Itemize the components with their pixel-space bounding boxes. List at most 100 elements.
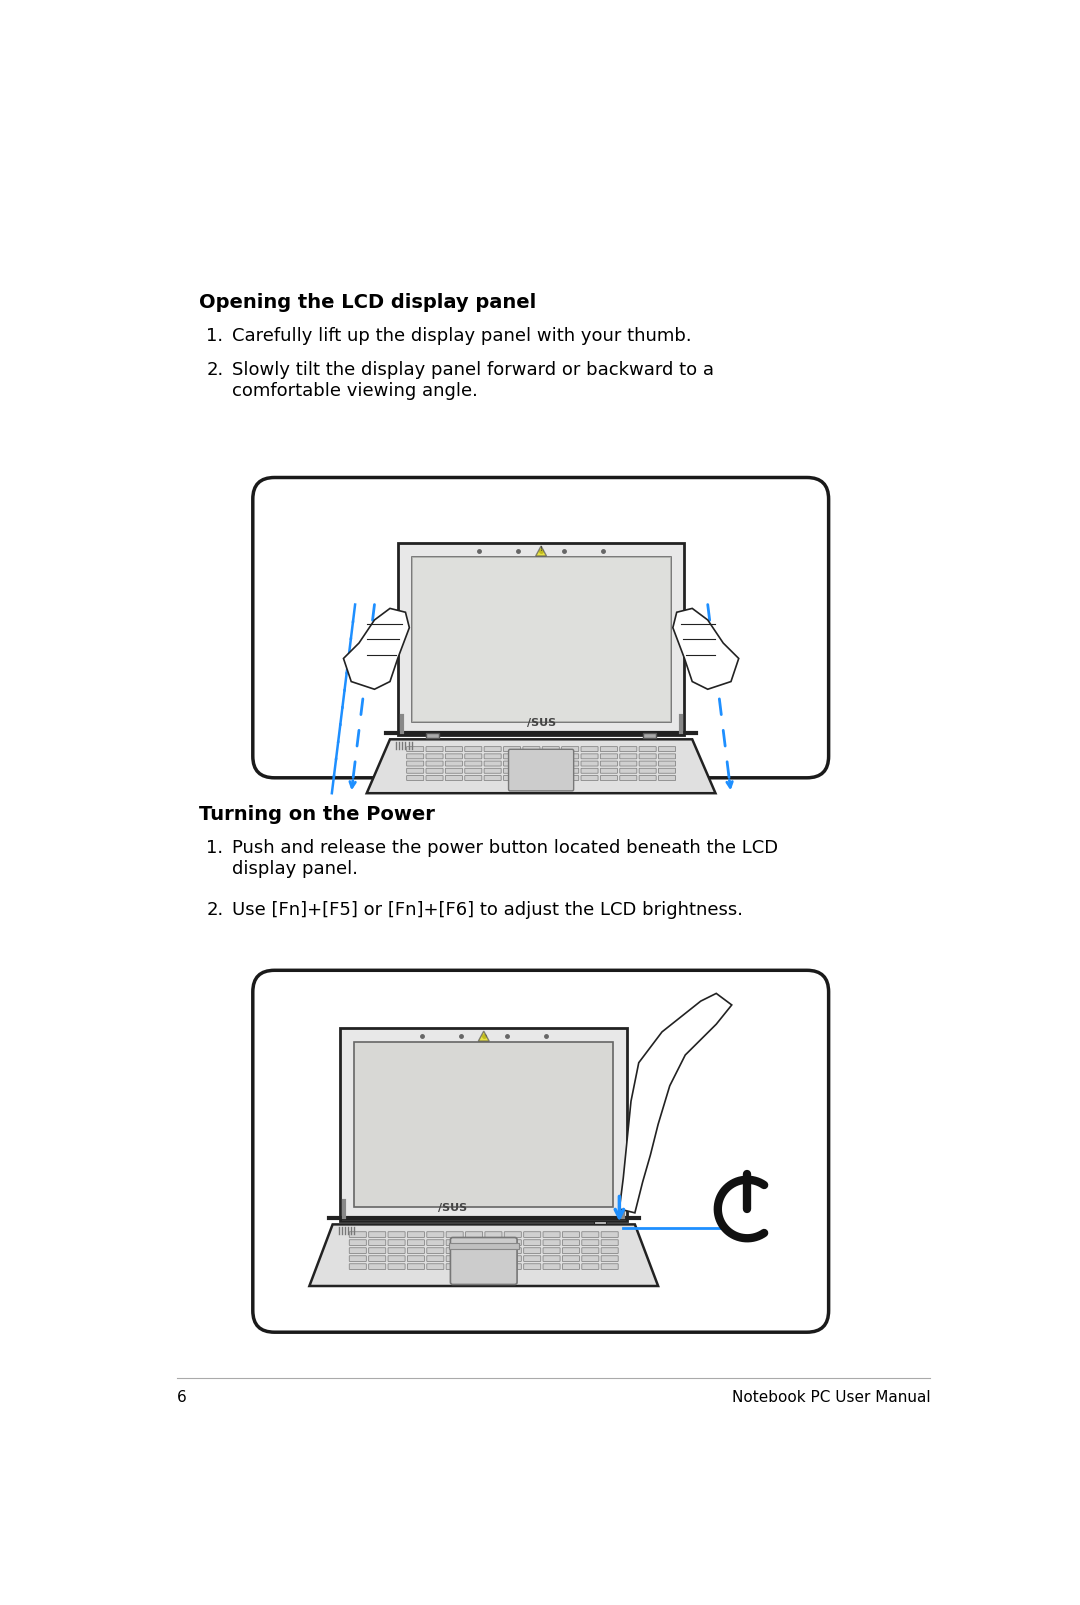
FancyBboxPatch shape <box>563 1239 580 1245</box>
Bar <box>411 557 671 722</box>
FancyBboxPatch shape <box>659 775 676 780</box>
FancyBboxPatch shape <box>427 1255 444 1262</box>
FancyBboxPatch shape <box>465 1255 483 1262</box>
FancyBboxPatch shape <box>445 775 462 780</box>
FancyBboxPatch shape <box>620 754 637 759</box>
Text: Slowly tilt the display panel forward or backward to a
comfortable viewing angle: Slowly tilt the display panel forward or… <box>232 361 714 400</box>
FancyBboxPatch shape <box>602 1239 618 1245</box>
Text: !: ! <box>540 546 542 552</box>
FancyBboxPatch shape <box>563 1231 580 1237</box>
Polygon shape <box>367 740 715 793</box>
FancyBboxPatch shape <box>524 1231 541 1237</box>
FancyBboxPatch shape <box>464 775 482 780</box>
FancyBboxPatch shape <box>407 1255 424 1262</box>
FancyBboxPatch shape <box>600 769 618 774</box>
Polygon shape <box>478 1030 489 1042</box>
FancyBboxPatch shape <box>503 746 521 751</box>
FancyBboxPatch shape <box>485 1255 502 1262</box>
FancyBboxPatch shape <box>620 746 637 751</box>
Text: /SUS: /SUS <box>438 1202 468 1213</box>
FancyBboxPatch shape <box>659 746 676 751</box>
Bar <box>427 733 438 738</box>
FancyBboxPatch shape <box>602 1255 618 1262</box>
Text: 2.: 2. <box>206 900 224 920</box>
FancyBboxPatch shape <box>465 1263 483 1270</box>
FancyBboxPatch shape <box>581 769 598 774</box>
Text: /SUS: /SUS <box>527 717 556 727</box>
FancyBboxPatch shape <box>524 1239 541 1245</box>
FancyBboxPatch shape <box>582 1247 598 1254</box>
Bar <box>411 557 671 722</box>
FancyBboxPatch shape <box>504 1239 522 1245</box>
FancyBboxPatch shape <box>388 1231 405 1237</box>
FancyBboxPatch shape <box>464 769 482 774</box>
FancyBboxPatch shape <box>445 761 462 766</box>
FancyBboxPatch shape <box>582 1239 598 1245</box>
Bar <box>644 733 656 738</box>
FancyBboxPatch shape <box>542 746 559 751</box>
FancyBboxPatch shape <box>450 1237 517 1284</box>
FancyBboxPatch shape <box>485 1239 502 1245</box>
FancyBboxPatch shape <box>484 775 501 780</box>
Text: Use [Fn]+[F5] or [Fn]+[F6] to adjust the LCD brightness.: Use [Fn]+[F5] or [Fn]+[F6] to adjust the… <box>232 900 743 920</box>
FancyBboxPatch shape <box>368 1247 386 1254</box>
FancyBboxPatch shape <box>639 769 657 774</box>
FancyBboxPatch shape <box>253 478 828 778</box>
FancyBboxPatch shape <box>465 1239 483 1245</box>
Bar <box>354 1042 613 1207</box>
Text: Turning on the Power: Turning on the Power <box>199 804 434 823</box>
FancyBboxPatch shape <box>659 769 676 774</box>
FancyBboxPatch shape <box>464 761 482 766</box>
FancyBboxPatch shape <box>524 1263 541 1270</box>
FancyBboxPatch shape <box>562 761 579 766</box>
FancyBboxPatch shape <box>542 775 559 780</box>
FancyBboxPatch shape <box>484 769 501 774</box>
FancyBboxPatch shape <box>523 769 540 774</box>
FancyBboxPatch shape <box>503 761 521 766</box>
FancyBboxPatch shape <box>349 1247 366 1254</box>
Text: Notebook PC User Manual: Notebook PC User Manual <box>731 1390 930 1404</box>
Text: 6: 6 <box>177 1390 187 1404</box>
Text: Push and release the power button located beneath the LCD
display panel.: Push and release the power button locate… <box>232 839 778 878</box>
FancyBboxPatch shape <box>407 1239 424 1245</box>
FancyBboxPatch shape <box>485 1231 502 1237</box>
FancyBboxPatch shape <box>503 754 521 759</box>
FancyBboxPatch shape <box>600 761 618 766</box>
FancyBboxPatch shape <box>426 754 443 759</box>
FancyBboxPatch shape <box>582 1231 598 1237</box>
FancyBboxPatch shape <box>427 1239 444 1245</box>
FancyBboxPatch shape <box>465 1231 483 1237</box>
FancyBboxPatch shape <box>524 1247 541 1254</box>
FancyBboxPatch shape <box>446 1239 463 1245</box>
FancyBboxPatch shape <box>349 1239 366 1245</box>
FancyBboxPatch shape <box>602 1247 618 1254</box>
FancyBboxPatch shape <box>542 761 559 766</box>
Polygon shape <box>309 1225 658 1286</box>
FancyBboxPatch shape <box>253 971 828 1332</box>
FancyBboxPatch shape <box>426 775 443 780</box>
FancyBboxPatch shape <box>639 761 657 766</box>
FancyBboxPatch shape <box>427 1231 444 1237</box>
FancyBboxPatch shape <box>446 1231 463 1237</box>
FancyBboxPatch shape <box>600 754 618 759</box>
FancyBboxPatch shape <box>543 1239 561 1245</box>
FancyBboxPatch shape <box>523 746 540 751</box>
FancyBboxPatch shape <box>620 775 637 780</box>
Polygon shape <box>340 1029 627 1220</box>
FancyBboxPatch shape <box>581 754 598 759</box>
FancyBboxPatch shape <box>445 754 462 759</box>
FancyBboxPatch shape <box>639 746 657 751</box>
FancyBboxPatch shape <box>407 761 423 766</box>
FancyBboxPatch shape <box>602 1231 618 1237</box>
FancyBboxPatch shape <box>485 1247 502 1254</box>
FancyBboxPatch shape <box>582 1263 598 1270</box>
FancyBboxPatch shape <box>562 754 579 759</box>
FancyBboxPatch shape <box>407 1231 424 1237</box>
FancyBboxPatch shape <box>543 1255 561 1262</box>
FancyBboxPatch shape <box>349 1263 366 1270</box>
FancyBboxPatch shape <box>562 775 579 780</box>
FancyBboxPatch shape <box>581 775 598 780</box>
FancyBboxPatch shape <box>407 746 423 751</box>
FancyBboxPatch shape <box>639 754 657 759</box>
FancyBboxPatch shape <box>368 1231 386 1237</box>
